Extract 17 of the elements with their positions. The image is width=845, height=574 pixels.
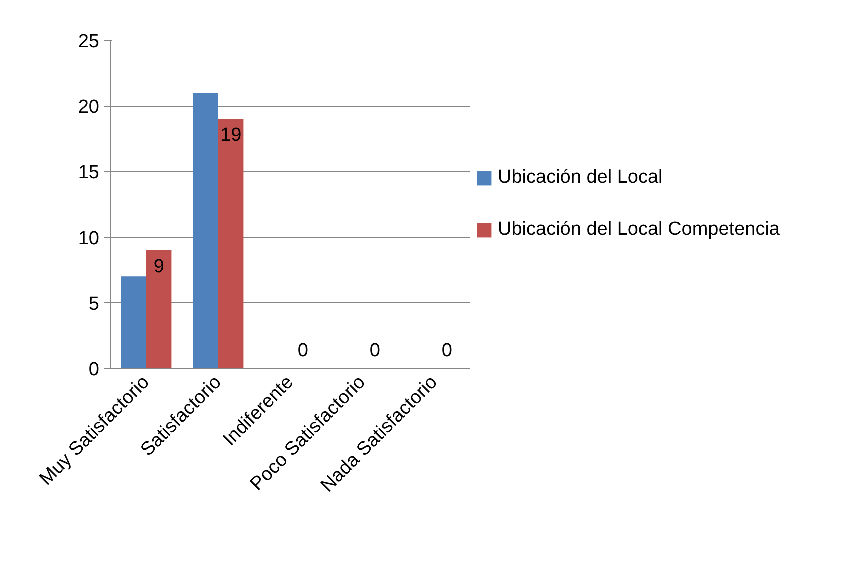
legend-label: Ubicación del Local	[498, 167, 663, 189]
data-label: 0	[298, 340, 308, 362]
y-tick-label: 0	[88, 360, 100, 380]
y-tick-label: 25	[78, 32, 100, 52]
bar	[218, 119, 244, 368]
data-label: 0	[370, 340, 380, 362]
y-tick-label: 15	[78, 162, 100, 184]
y-tick-label: 5	[88, 294, 100, 315]
bar	[146, 250, 172, 368]
y-tick-label: 20	[78, 97, 100, 118]
data-label: 9	[154, 256, 164, 278]
data-label: 19	[220, 125, 242, 146]
data-label: 0	[442, 340, 452, 362]
bar	[193, 92, 218, 368]
y-tick-label: 10	[78, 228, 100, 250]
legend-label: Ubicación del Local Competencia	[498, 219, 780, 241]
bar	[121, 276, 146, 368]
